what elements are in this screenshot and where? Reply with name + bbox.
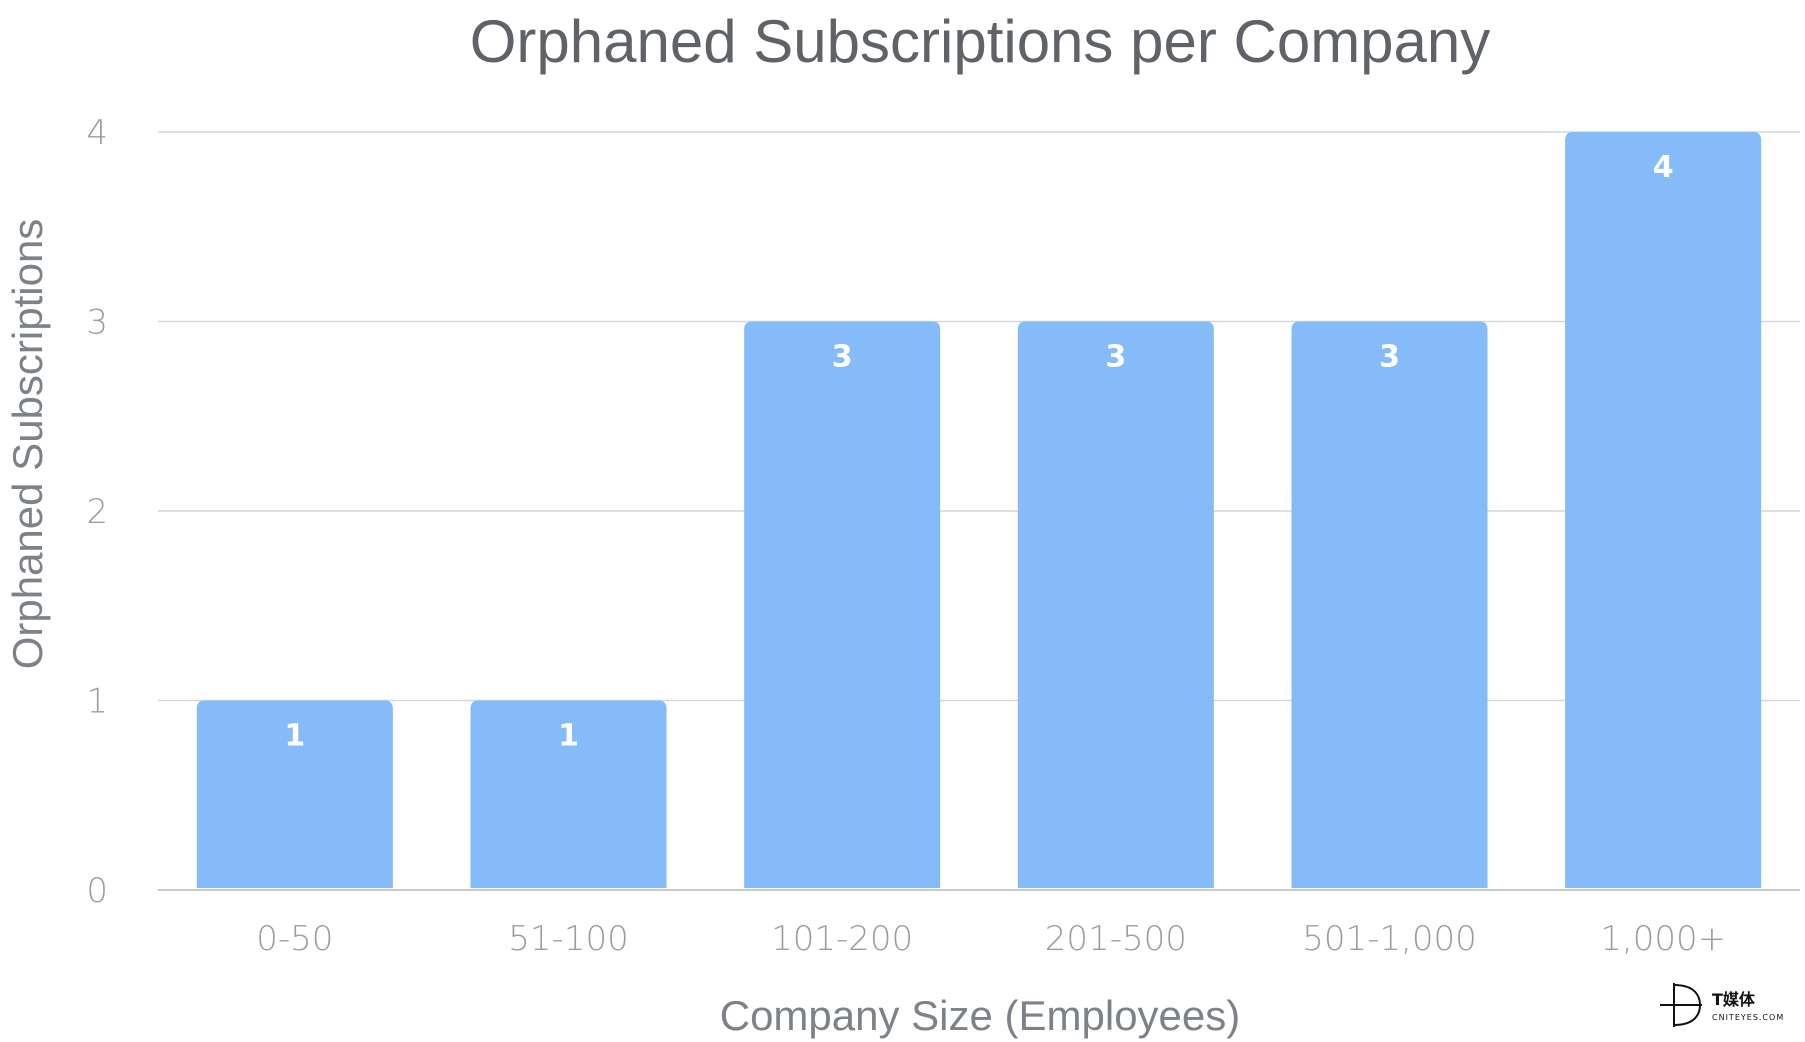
x-tick-label: 51-100 bbox=[508, 919, 628, 959]
watermark-chinese: T媒体 bbox=[1712, 990, 1756, 1009]
bar-data-label: 3 bbox=[1379, 340, 1400, 375]
x-axis-title: Company Size (Employees) bbox=[720, 992, 1241, 1039]
bar-labels: 1 1 3 3 3 4 bbox=[284, 150, 1673, 754]
bar-data-label: 3 bbox=[1105, 340, 1126, 375]
bar-data-label: 3 bbox=[832, 340, 853, 375]
x-tick-label: 101-200 bbox=[771, 919, 913, 959]
x-tick-label: 1,000+ bbox=[1600, 919, 1726, 959]
y-tick-label: 4 bbox=[86, 113, 108, 153]
y-tick-label: 1 bbox=[86, 682, 108, 722]
chart-title: Orphaned Subscriptions per Company bbox=[470, 8, 1491, 75]
y-tick-label: 3 bbox=[86, 303, 108, 343]
y-axis-ticks: 0 1 2 3 4 bbox=[86, 113, 108, 911]
bars bbox=[196, 132, 1762, 888]
bar-501-1,000 bbox=[1291, 321, 1488, 888]
y-axis-title: Orphaned Subscriptions bbox=[4, 219, 51, 670]
bar-data-label: 4 bbox=[1653, 150, 1674, 185]
bar-0-50 bbox=[196, 700, 393, 888]
watermark-logo: T媒体 CNITEYES.COM bbox=[1660, 983, 1784, 1027]
x-tick-label: 0-50 bbox=[256, 919, 333, 959]
watermark-english: CNITEYES.COM bbox=[1712, 1013, 1784, 1022]
y-tick-label: 0 bbox=[86, 871, 108, 911]
x-axis-ticks: 0-50 51-100 101-200 201-500 501-1,000 1,000+ bbox=[256, 919, 1726, 959]
y-tick-label: 2 bbox=[86, 492, 108, 532]
bar-51-100 bbox=[470, 700, 667, 888]
bar-data-label: 1 bbox=[284, 719, 305, 754]
bar-101-200 bbox=[744, 321, 941, 888]
x-tick-label: 201-500 bbox=[1045, 919, 1187, 959]
x-tick-label: 501-1,000 bbox=[1302, 919, 1477, 959]
bar-data-label: 1 bbox=[558, 719, 579, 754]
logo-d-icon bbox=[1673, 984, 1702, 1026]
gridlines bbox=[158, 131, 1800, 891]
bar-1,000+ bbox=[1565, 132, 1762, 888]
bar-201-500 bbox=[1017, 321, 1214, 888]
